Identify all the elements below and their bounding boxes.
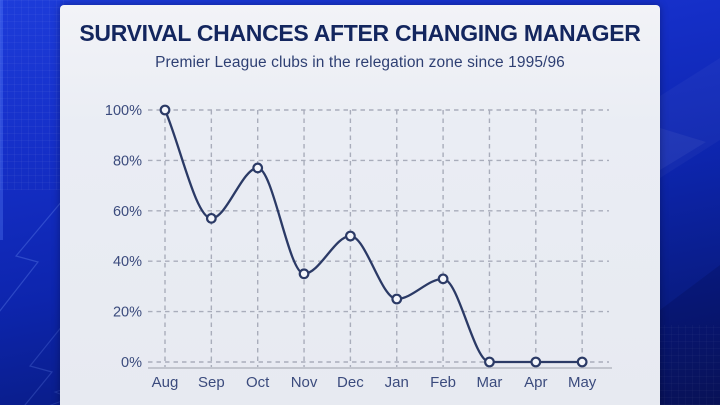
y-tick-label-100: 100%	[105, 103, 142, 119]
data-point-may	[576, 356, 588, 368]
data-point-oct	[252, 162, 264, 174]
x-tick-label-apr: Apr	[524, 374, 547, 391]
y-tick-label-40: 40%	[113, 254, 142, 270]
survival-chance-line	[163, 108, 584, 364]
grid-texture-top-left	[0, 0, 70, 190]
data-point-nov	[298, 268, 310, 280]
data-point-sep	[205, 212, 217, 224]
x-tick-label-oct: Oct	[246, 374, 270, 391]
survival-line-chart: 0% 20% 40% 60% 80% 100% Aug Sep Oct Nov Dec Jan Feb M…	[105, 103, 612, 391]
x-tick-label-may: May	[568, 374, 597, 391]
x-tick-label-sep: Sep	[198, 374, 225, 391]
chart-subtitle: Premier League clubs in the relegation z…	[155, 54, 565, 71]
data-point-jan	[391, 293, 403, 305]
y-tick-label-0: 0%	[121, 355, 142, 371]
right-chevron-shape-small	[660, 128, 706, 170]
x-tick-label-feb: Feb	[430, 374, 456, 391]
data-point-apr	[530, 356, 542, 368]
x-tick-label-mar: Mar	[477, 374, 503, 391]
right-dark-band	[660, 265, 720, 405]
y-tick-label-20: 20%	[113, 305, 142, 321]
data-point-dec	[345, 230, 356, 242]
y-tick-label-80: 80%	[113, 153, 142, 169]
left-zigzag-line	[0, 181, 79, 312]
x-tick-label-jan: Jan	[385, 374, 409, 391]
left-edge-highlight	[0, 0, 3, 240]
data-point-mar	[484, 356, 495, 368]
x-tick-label-dec: Dec	[337, 374, 364, 391]
data-point-aug	[159, 104, 171, 116]
y-tick-label-60: 60%	[113, 204, 142, 220]
grid-texture-bottom-right	[650, 325, 720, 405]
x-tick-label-nov: Nov	[291, 374, 318, 391]
graphic-card: SURVIVAL CHANCES AFTER CHANGING MANAGER …	[60, 5, 660, 405]
x-tick-label-aug: Aug	[152, 374, 179, 391]
data-point-feb	[437, 273, 449, 285]
chart-title: SURVIVAL CHANCES AFTER CHANGING MANAGER	[79, 20, 641, 46]
